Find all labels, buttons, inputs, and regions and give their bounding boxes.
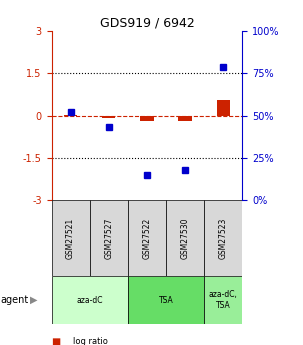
Text: log ratio: log ratio	[73, 337, 108, 345]
Text: ▶: ▶	[30, 295, 38, 305]
Bar	[204, 200, 242, 276]
Bar	[64, 115, 77, 116]
Text: GSM27530: GSM27530	[181, 217, 190, 259]
Bar	[102, 116, 115, 118]
Text: agent: agent	[0, 295, 28, 305]
Bar	[128, 200, 166, 276]
Text: GSM27521: GSM27521	[66, 217, 75, 259]
Bar	[128, 276, 204, 324]
Bar	[204, 276, 242, 324]
Text: TSA: TSA	[159, 296, 173, 305]
Text: aza-dC,
TSA: aza-dC, TSA	[209, 290, 238, 310]
Bar	[178, 116, 192, 121]
Bar	[52, 200, 90, 276]
Bar	[140, 116, 154, 121]
Text: ■: ■	[52, 337, 61, 345]
Bar	[166, 200, 204, 276]
Title: GDS919 / 6942: GDS919 / 6942	[100, 17, 194, 30]
Text: GSM27523: GSM27523	[219, 217, 228, 259]
Bar	[90, 200, 128, 276]
Text: aza-dC: aza-dC	[76, 296, 103, 305]
Bar	[217, 100, 230, 116]
Text: GSM27527: GSM27527	[104, 217, 113, 259]
Text: GSM27522: GSM27522	[142, 217, 152, 259]
Bar	[52, 276, 128, 324]
